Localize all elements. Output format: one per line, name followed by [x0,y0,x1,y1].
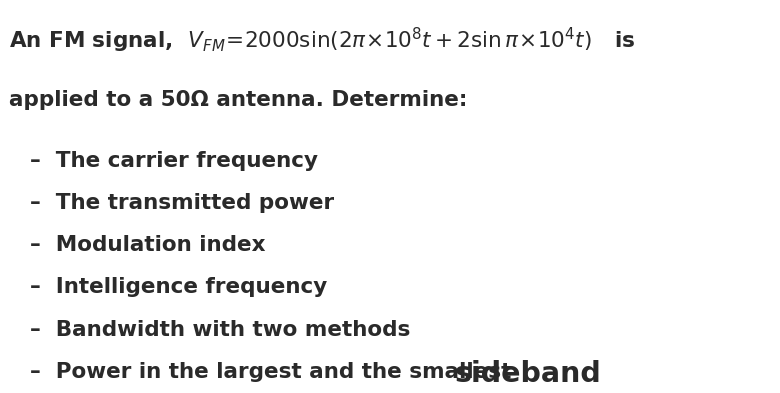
Text: –  Modulation index: – Modulation index [30,235,265,255]
Text: –  Bandwidth with two methods: – Bandwidth with two methods [30,320,410,340]
Text: –  The carrier frequency: – The carrier frequency [30,151,317,171]
Text: applied to a 50Ω antenna. Determine:: applied to a 50Ω antenna. Determine: [9,90,468,110]
Text: –  The transmitted power: – The transmitted power [30,193,334,213]
Text: –  Power in the largest and the smallest: – Power in the largest and the smallest [30,362,519,382]
Text: An FM signal,  $V_{FM}\!=\!2000\sin(2\pi\!\times\!10^{8}t + 2\sin\pi\!\times\!10: An FM signal, $V_{FM}\!=\!2000\sin(2\pi\… [9,26,636,55]
Text: –  Intelligence frequency: – Intelligence frequency [30,277,327,298]
Text: sideband: sideband [455,360,601,387]
